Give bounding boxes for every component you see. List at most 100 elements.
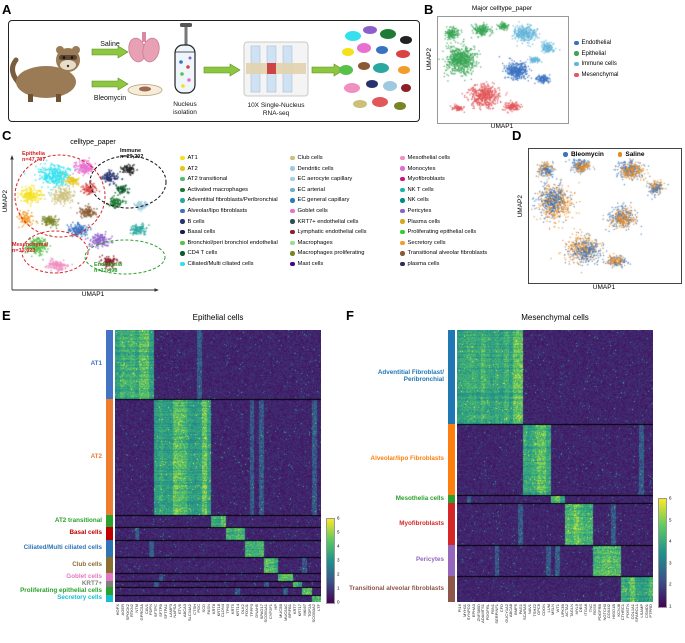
legend-dot xyxy=(290,176,295,182)
legend-dot xyxy=(180,198,185,203)
tenx-label-line1: 10X Single-Nucleus xyxy=(247,102,305,109)
gene-label: KRT8 xyxy=(210,604,216,615)
region-count: n=29,202 xyxy=(120,154,144,161)
legend-label: Dendritic cells xyxy=(297,165,334,172)
legend-label: plasma cells xyxy=(407,260,440,267)
legend-label: Club cells xyxy=(297,155,323,161)
legend-item: Activated macrophages xyxy=(180,187,278,193)
epithelial-heatmap xyxy=(115,330,321,602)
bleomycin-arrow-icon xyxy=(91,77,129,91)
colorbar-tick: 1 xyxy=(669,603,672,609)
legend-dot xyxy=(290,219,295,224)
endothelia-region-outline xyxy=(84,239,166,275)
row-group-color-strip xyxy=(106,330,113,399)
saline-label: Saline xyxy=(100,41,120,48)
legend-label: Bronchiol/peri bronchiol endothelial xyxy=(187,239,278,246)
celltype-legend-column-2: Club cells Dendritic cells EC aerocyte cap… xyxy=(290,155,367,272)
panel-letter-b: B xyxy=(424,2,434,17)
legend-item: B cells xyxy=(180,219,278,225)
colorbar-tick: 5 xyxy=(669,517,672,523)
legend-item: AT2 transitional xyxy=(180,176,278,182)
workflow-arrow-icon xyxy=(203,63,241,77)
legend-item: CD4 T cells xyxy=(180,250,278,256)
legend-dot xyxy=(400,251,405,256)
legend-item: EC general capillary xyxy=(290,197,367,203)
legend-label: Goblet cells xyxy=(297,207,328,214)
region-count: n=17,498 xyxy=(94,268,118,275)
legend-item: Plasma cells xyxy=(400,219,487,225)
row-group-color-strip xyxy=(448,423,455,496)
panel-c-title: celltype_paper xyxy=(70,139,116,146)
panel-c-ylabel: UMAP2 xyxy=(2,190,9,213)
row-group-color-strip xyxy=(448,576,455,602)
saline-arrow-icon xyxy=(91,45,129,59)
panel-e-colorbar xyxy=(326,518,335,604)
region-label-epithelia: Epithelia n=47,797 xyxy=(22,151,45,164)
region-name: Epithelia xyxy=(22,151,45,157)
legend-dot xyxy=(180,187,185,193)
legend-dot xyxy=(400,187,405,193)
umap-b-plot xyxy=(437,16,569,124)
legend-label: Bleomycin xyxy=(570,151,604,158)
colorbar-tick: 3 xyxy=(337,557,340,563)
legend-item: Basal cells xyxy=(180,229,278,235)
legend-label: EC general capillary xyxy=(297,197,350,204)
nucleus-isolation-label-line2: isolation xyxy=(173,109,197,116)
legend-item-bleomycin: Bleomycin xyxy=(563,151,604,158)
legend-dot xyxy=(180,251,185,256)
legend-label: EC arterial xyxy=(297,186,325,193)
umap-clusters-illustration xyxy=(339,26,412,110)
legend-item: EC aerocyte capillary xyxy=(290,176,367,182)
row-group-color-strip xyxy=(106,581,113,588)
row-group-color-strip xyxy=(106,595,113,602)
workflow-illustration: Saline Bleomycin xyxy=(10,23,412,117)
gene-label: KRT14 xyxy=(234,604,240,617)
legend-item: Secretory cells xyxy=(400,240,487,246)
row-group-label: Mesothelia cells xyxy=(395,494,444,502)
legend-item: Lymphatic endothelial cells xyxy=(290,229,367,235)
legend-dot xyxy=(563,152,568,157)
legend-dot xyxy=(290,251,295,256)
region-name: Endothelia xyxy=(94,262,123,268)
region-count: n=13,623 xyxy=(12,248,36,255)
legend-label: Macrophages xyxy=(297,239,333,246)
legend-label: Lymphatic endothelial cells xyxy=(297,229,367,236)
legend-item-immune: Immune cells xyxy=(574,61,619,67)
legend-label: Myofibroblasts xyxy=(407,176,445,183)
legend-label: Saline xyxy=(625,151,645,158)
colorbar-tick: 1 xyxy=(337,585,340,591)
workflow-arrow2-icon xyxy=(311,63,345,77)
region-label-endothelia: Endothelia n=17,498 xyxy=(94,262,122,275)
legend-item: Transitional alveolar fibroblasts xyxy=(400,250,487,256)
row-group-color-strip xyxy=(448,495,455,504)
row-group-label: Proliferating epithelial cells xyxy=(20,586,102,594)
chip-icon xyxy=(243,41,309,97)
panel-f-colorbar xyxy=(658,498,667,608)
epithelia-region-outline xyxy=(14,154,106,238)
colorbar-tick: 3 xyxy=(669,560,672,566)
panel-letter-e: E xyxy=(2,308,11,323)
region-label-immune: Immune n=29,202 xyxy=(120,148,143,161)
legend-item: Club cells xyxy=(290,155,367,161)
legend-dot xyxy=(290,229,295,235)
colorbar-tick: 6 xyxy=(337,515,340,521)
petri-dish-icon xyxy=(127,84,163,96)
legend-label: Secretory cells xyxy=(407,239,446,246)
legend-label: Ciliated/Multi ciliated cells xyxy=(187,260,254,267)
legend-label: Mesenchymal xyxy=(581,71,619,78)
legend-label: Macrophages proliferating xyxy=(297,250,365,257)
legend-item: Bronchiol/peri bronchiol endothelial xyxy=(180,240,278,246)
legend-item: EC arterial xyxy=(290,187,367,193)
legend-item: KRT7+ endothelial cells xyxy=(290,219,367,225)
row-group-color-strip xyxy=(448,544,455,577)
legend-item: AT2 xyxy=(180,166,278,172)
legend-label: KRT7+ endothelial cells xyxy=(297,218,359,225)
colorbar-tick: 0 xyxy=(337,599,340,605)
legend-label: Pericytes xyxy=(407,207,432,214)
legend-dot xyxy=(290,198,295,203)
legend-dot xyxy=(400,176,405,182)
panel-e-title: Epithelial cells xyxy=(192,313,244,322)
legend-dot xyxy=(180,229,185,235)
legend-item: Mesothelial cells xyxy=(400,155,487,161)
legend-item: Alveolar/lipo fibroblasts xyxy=(180,208,278,214)
